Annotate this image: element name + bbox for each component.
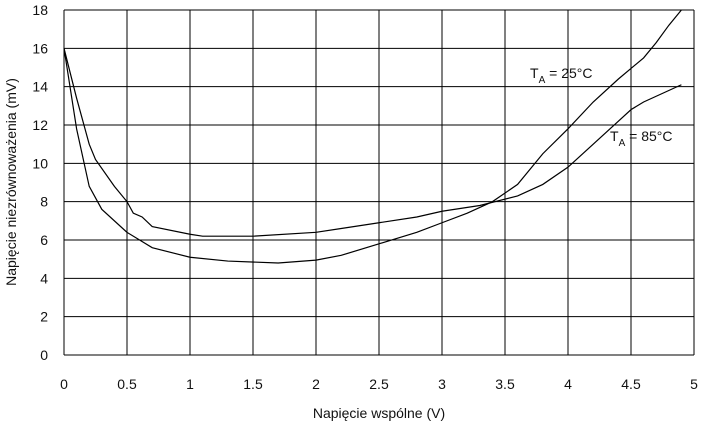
annotation-subscript: A — [619, 138, 626, 149]
y-tick-label: 12 — [32, 117, 48, 133]
y-tick-label: 10 — [32, 155, 48, 171]
x-axis-label: Napięcie wspólne (V) — [313, 405, 445, 421]
y-tick-label: 18 — [32, 2, 48, 18]
x-tick-label: 0.5 — [117, 376, 137, 392]
y-axis-label: Napięcie niezrównoważenia (mV) — [3, 78, 19, 286]
y-tick-label: 4 — [40, 270, 48, 286]
annotation-text: = 85°C — [625, 128, 672, 144]
x-tick-label: 1.5 — [243, 376, 263, 392]
x-tick-label: 3 — [438, 376, 446, 392]
y-tick-label: 16 — [32, 40, 48, 56]
series-annotation: TA = 25°C — [530, 65, 592, 86]
annotation-subscript: A — [539, 75, 546, 86]
x-tick-label: 0 — [60, 376, 68, 392]
y-tick-label: 0 — [40, 347, 48, 363]
x-tick-label: 4.5 — [621, 376, 641, 392]
x-tick-label: 2.5 — [369, 376, 389, 392]
y-tick-label: 6 — [40, 232, 48, 248]
x-tick-label: 1 — [186, 376, 194, 392]
annotation-text: = 25°C — [545, 65, 592, 81]
series-annotation: TA = 85°C — [610, 128, 672, 149]
annotation-text: T — [610, 128, 619, 144]
y-tick-label: 2 — [40, 309, 48, 325]
y-tick-label: 8 — [40, 194, 48, 210]
y-tick-label: 14 — [32, 79, 48, 95]
x-tick-label: 4 — [564, 376, 572, 392]
annotation-text: T — [530, 65, 539, 81]
x-tick-label: 5 — [690, 376, 698, 392]
x-tick-label: 2 — [312, 376, 320, 392]
x-tick-label: 3.5 — [495, 376, 515, 392]
line-series — [63, 9, 682, 264]
line-series — [63, 48, 682, 237]
